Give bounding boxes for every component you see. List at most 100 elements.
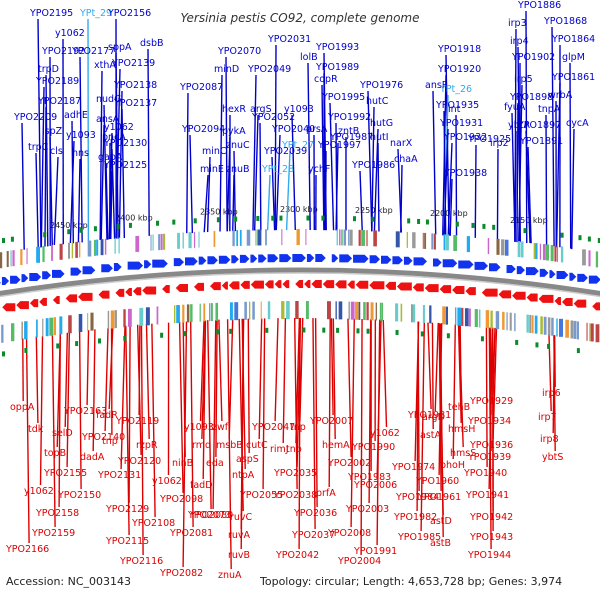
rna-marker (523, 228, 526, 233)
gene-label: irp5 (514, 74, 533, 85)
function-tick (411, 304, 412, 322)
function-tick (87, 313, 88, 331)
forward-cds-arrow (101, 264, 113, 272)
gene-label: YPO1989 (315, 62, 359, 73)
gene-label: trpD (38, 64, 59, 75)
forward-cds-arrow (268, 254, 279, 262)
function-tick (366, 230, 367, 246)
gene-label: ruvA (228, 530, 251, 541)
reverse-cds-arrow (592, 302, 600, 310)
gene-label: hutI (370, 132, 389, 143)
gene-line (27, 338, 30, 543)
gene-label: YPO1986 (351, 160, 395, 171)
function-tick (373, 230, 377, 246)
rna-marker (67, 229, 70, 234)
function-tick (554, 246, 556, 262)
function-tick (501, 239, 504, 255)
function-tick (161, 234, 163, 250)
function-tick (101, 239, 104, 255)
rna-marker (279, 216, 282, 221)
gene-label: YPO1993 (315, 42, 359, 53)
function-tick (153, 235, 154, 251)
function-tick (351, 302, 355, 320)
gene-label: dsbB (140, 38, 164, 49)
rna-marker (256, 216, 259, 221)
function-tick (215, 303, 218, 321)
function-tick (423, 233, 424, 249)
rna-marker (80, 228, 83, 233)
rna-marker (481, 336, 484, 341)
function-tick (234, 302, 238, 320)
gene-label: YPO1934 (467, 416, 511, 427)
function-tick (200, 304, 201, 322)
function-tick (514, 313, 515, 331)
forward-cds-arrow (219, 256, 230, 264)
reverse-cds-arrow (512, 292, 526, 300)
function-tick (442, 306, 445, 324)
function-tick (371, 302, 374, 320)
rna-marker (515, 340, 518, 345)
function-tick (118, 237, 119, 253)
function-tick (305, 229, 306, 245)
function-tick (475, 309, 478, 327)
gene-label: y1062 (55, 28, 85, 39)
function-tick (281, 229, 282, 245)
forward-cds-arrow (392, 256, 403, 264)
gene-label: tehB (448, 402, 470, 413)
function-tick (157, 306, 159, 324)
reverse-cds-arrow (251, 281, 264, 289)
gene-label: YPO2177 (71, 46, 115, 57)
function-tick (252, 302, 254, 320)
gene-label: YPO2006 (353, 480, 397, 491)
gene-label: ninB (172, 458, 193, 469)
reverse-cds-arrow (554, 297, 561, 305)
function-tick (42, 319, 43, 337)
rna-marker (447, 333, 450, 338)
forward-cds-arrow (507, 265, 516, 273)
gene-line (428, 323, 431, 409)
reverse-cds-arrow (323, 280, 334, 288)
function-tick (596, 251, 598, 267)
function-tick (376, 303, 377, 321)
rna-marker (417, 219, 420, 224)
gene-line (475, 145, 476, 238)
forward-cds-arrow (258, 254, 266, 262)
gene-label: YPO1944 (467, 550, 511, 561)
reverse-cds-arrow (295, 280, 303, 288)
function-tick (111, 310, 115, 328)
rna-marker (265, 328, 268, 333)
gene-label: YPO2150 (57, 490, 101, 501)
function-tick (434, 234, 436, 250)
forward-cds-arrow (526, 267, 539, 275)
gene-label: YPO2166 (5, 544, 49, 555)
gene-line (54, 157, 58, 245)
gene-line (453, 324, 455, 459)
gene-label: YPO1902 (511, 52, 555, 63)
function-tick (0, 252, 2, 268)
function-tick (49, 318, 53, 336)
reverse-cds-arrow (30, 299, 38, 307)
reverse-cds-arrow (194, 283, 204, 291)
gene-line (41, 87, 44, 247)
gene-label: lolB (300, 52, 318, 63)
function-tick (123, 309, 125, 327)
forward-cds-arrow (240, 255, 250, 263)
rna-marker (421, 331, 424, 336)
forward-cds-arrow (569, 273, 576, 281)
gene-label: YPO2047 (251, 422, 295, 433)
gene-label: tnpA (538, 104, 561, 115)
rna-marker (194, 218, 197, 223)
reverse-cds-arrow (425, 284, 439, 292)
gene-label: YPO2036 (293, 508, 337, 519)
gene-line (361, 319, 362, 555)
gene-label: znuC (226, 140, 250, 151)
forward-cds-arrow (557, 271, 569, 279)
reverse-cds-arrow (347, 281, 354, 289)
function-tick (518, 241, 521, 257)
reverse-cds-arrow (369, 281, 384, 289)
gene-label: irp2 (490, 138, 509, 149)
forward-cds-arrow (404, 257, 413, 265)
gene-label: YPO1929 (469, 396, 513, 407)
rna-marker (172, 220, 175, 225)
